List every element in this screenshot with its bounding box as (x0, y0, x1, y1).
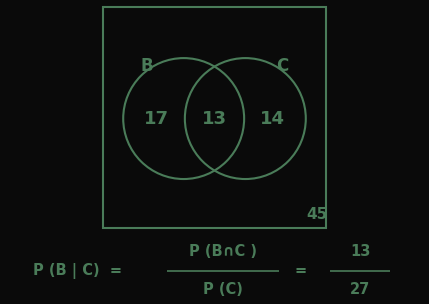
Text: 13: 13 (350, 244, 371, 259)
Text: 13: 13 (202, 109, 227, 128)
Text: P (B∩C ): P (B∩C ) (189, 244, 257, 259)
Text: 17: 17 (144, 109, 169, 128)
Text: =: = (294, 263, 306, 278)
Text: 27: 27 (350, 282, 371, 297)
Text: B: B (141, 57, 153, 75)
Text: P (B | C)  =: P (B | C) = (33, 263, 122, 278)
Text: 45: 45 (306, 207, 327, 222)
Text: 14: 14 (260, 109, 285, 128)
Text: P (C): P (C) (203, 282, 243, 297)
Text: C: C (276, 57, 288, 75)
